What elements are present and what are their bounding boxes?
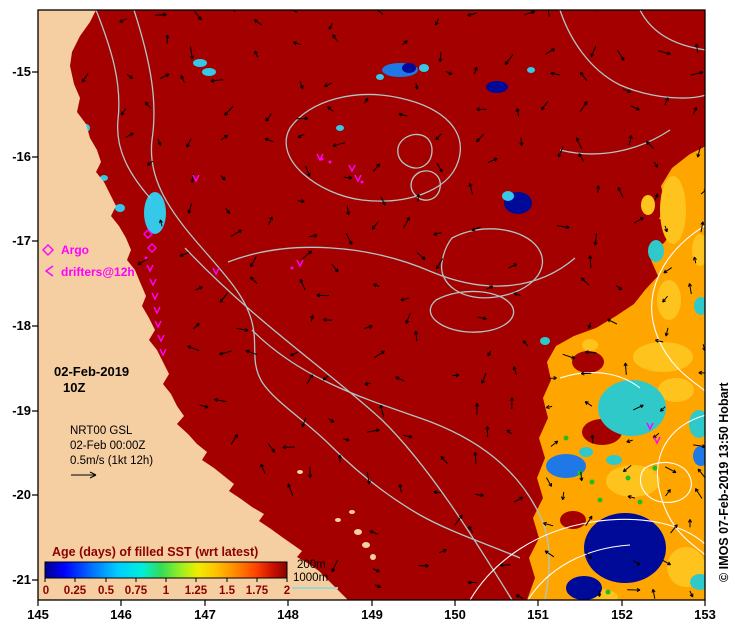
timestamp: 02-Feb-2019 10Z <box>54 364 129 395</box>
x-tick-label: 152 <box>611 607 633 622</box>
current-arrows <box>81 10 705 599</box>
x-tick-label: 145 <box>27 607 49 622</box>
x-tick-label: 153 <box>694 607 716 622</box>
x-tick-label: 147 <box>194 607 216 622</box>
vector-scale-arrow-icon <box>71 471 97 479</box>
colorbar-tick-label: 1 <box>163 585 170 597</box>
x-tick-label: 148 <box>277 607 299 622</box>
colorbar-ticks <box>44 578 288 582</box>
vector-scale-label: 0.5m/s (1kt 12h) <box>70 455 153 467</box>
model-info: NRT00 GSL 02-Feb 00:00Z 0.5m/s (1kt 12h) <box>70 425 153 479</box>
land <box>38 10 348 600</box>
drifters-legend-label: drifters@12h <box>61 265 135 279</box>
isobath-200m-label: 200m <box>297 559 326 571</box>
y-axis <box>32 71 38 581</box>
colorbar-gradient <box>44 561 288 579</box>
islands <box>297 470 376 560</box>
y-tick-label: -16 <box>12 149 31 164</box>
y-tick-label: -19 <box>12 403 31 418</box>
current-vector-field <box>81 10 705 599</box>
colorbar-tick-label: 0.5 <box>98 585 115 597</box>
age-patches <box>55 11 705 600</box>
x-tick-label: 146 <box>110 607 132 622</box>
y-tick-labels: -15 -16 -17 -18 -19 -20 -21 <box>12 64 31 587</box>
isobath-1000m-label: 1000m <box>293 572 328 584</box>
isobath-legend: 200m 1000m <box>292 559 338 589</box>
x-tick-label: 150 <box>444 607 466 622</box>
bathymetry-contours <box>95 10 705 600</box>
map-date: 02-Feb-2019 <box>54 364 129 379</box>
drifter-arrow-icon <box>44 265 54 277</box>
colorbar-tick-label: 0.75 <box>125 585 148 597</box>
colorbar-tick-label: 0.25 <box>64 585 87 597</box>
model-time: 02-Feb 00:00Z <box>70 440 145 452</box>
x-tick-label: 151 <box>527 607 549 622</box>
bathymetry-contours-white <box>469 224 705 600</box>
colorbar-tick-label: 0 <box>43 585 49 597</box>
argo-float-markers <box>143 229 157 253</box>
x-tick-label: 149 <box>361 607 383 622</box>
colorbar-tick-label: 2 <box>284 585 290 597</box>
marker-legend: Argo drifters@12h <box>42 243 135 279</box>
colorbar-tick-label: 1.75 <box>246 585 269 597</box>
drifter-track <box>143 153 661 445</box>
y-tick-label: -18 <box>12 318 31 333</box>
colorbar-tick-label: 1.25 <box>185 585 208 597</box>
argo-legend-label: Argo <box>61 243 89 257</box>
colorbar-tick-labels: 0 0.25 0.5 0.75 1 1.25 1.5 1.75 2 <box>43 585 290 597</box>
model-name: NRT00 GSL <box>70 425 133 437</box>
land-group <box>38 10 376 600</box>
y-tick-label: -20 <box>12 487 31 502</box>
map-hour: 10Z <box>63 380 85 395</box>
watermark: © IMOS 07-Feb-2019 13:50 Hobart <box>717 382 731 582</box>
blue-age-patches <box>382 63 705 478</box>
colorbar: Age (days) of filled SST (wrt latest) 0 … <box>43 545 290 597</box>
magenta-specks <box>144 157 364 270</box>
gold-age-patches <box>578 176 705 600</box>
colorbar-title: Age (days) of filled SST (wrt latest) <box>52 545 258 559</box>
x-axis <box>37 600 706 606</box>
argo-diamond-icon <box>42 244 54 256</box>
x-tick-labels: 145 146 147 148 149 150 151 152 153 <box>27 607 716 622</box>
navy-age-patches <box>402 63 666 600</box>
y-tick-label: -15 <box>12 64 31 79</box>
y-tick-label: -17 <box>12 233 31 248</box>
y-tick-label: -21 <box>12 572 31 587</box>
colorbar-tick-label: 1.5 <box>219 585 236 597</box>
